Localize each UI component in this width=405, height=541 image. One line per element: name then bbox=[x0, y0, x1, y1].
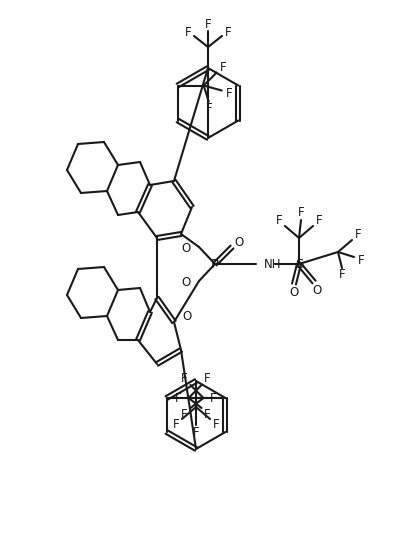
Text: F: F bbox=[339, 268, 345, 281]
Text: F: F bbox=[225, 25, 231, 38]
Text: O: O bbox=[182, 242, 191, 255]
Text: F: F bbox=[220, 61, 226, 74]
Text: P: P bbox=[211, 258, 219, 270]
Text: F: F bbox=[181, 407, 188, 420]
Text: F: F bbox=[315, 214, 322, 227]
Text: F: F bbox=[175, 392, 182, 405]
Text: F: F bbox=[204, 373, 211, 386]
Text: F: F bbox=[193, 426, 199, 439]
Text: F: F bbox=[204, 407, 211, 420]
Text: NH: NH bbox=[264, 258, 281, 270]
Text: F: F bbox=[298, 207, 304, 220]
Text: F: F bbox=[276, 214, 282, 227]
Text: F: F bbox=[355, 228, 361, 241]
Text: F: F bbox=[225, 87, 232, 100]
Text: O: O bbox=[312, 283, 322, 296]
Text: F: F bbox=[181, 373, 188, 386]
Text: F: F bbox=[210, 392, 217, 405]
Text: F: F bbox=[185, 25, 191, 38]
Text: F: F bbox=[213, 419, 220, 432]
Text: F: F bbox=[358, 254, 364, 267]
Text: S: S bbox=[295, 258, 303, 270]
Text: O: O bbox=[182, 311, 191, 324]
Text: F: F bbox=[205, 18, 211, 31]
Text: F: F bbox=[173, 419, 179, 432]
Text: F: F bbox=[205, 102, 212, 115]
Text: O: O bbox=[234, 236, 244, 249]
Text: O: O bbox=[182, 276, 191, 289]
Text: O: O bbox=[290, 286, 298, 299]
